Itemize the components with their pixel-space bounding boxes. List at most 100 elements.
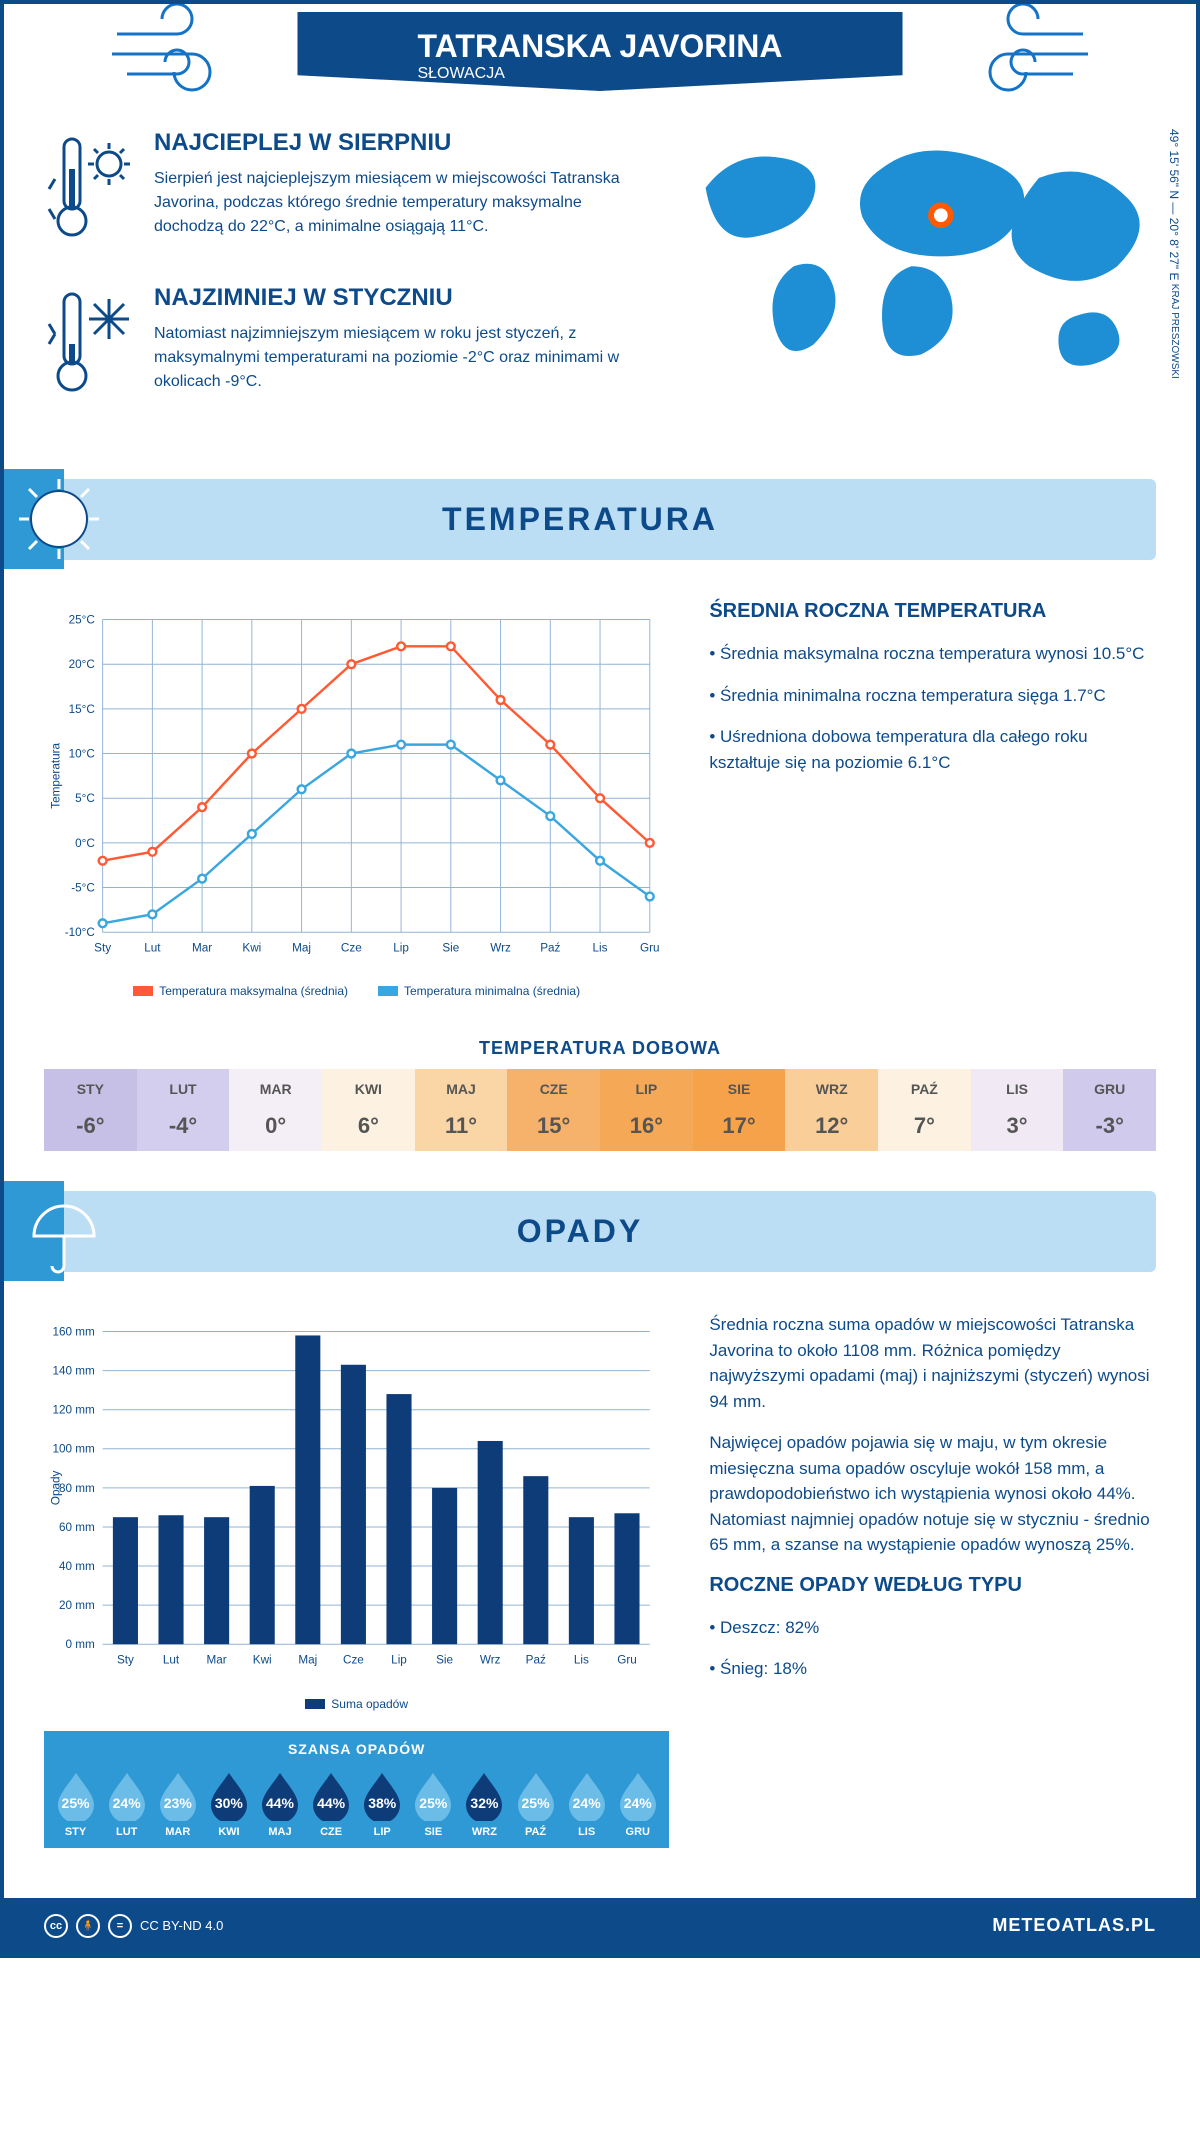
svg-text:20 mm: 20 mm <box>59 1599 95 1612</box>
daily-temp-cell: GRU-3° <box>1063 1069 1156 1151</box>
daily-temp-cell: LUT-4° <box>137 1069 230 1151</box>
world-map-icon <box>686 129 1156 384</box>
coords-region: KRAJ PRESZOWSKI <box>1169 284 1180 379</box>
legend-precip-label: Suma opadów <box>331 1697 408 1711</box>
svg-text:Sty: Sty <box>94 942 111 955</box>
svg-text:Lut: Lut <box>144 942 161 955</box>
umbrella-icon <box>4 1181 104 1281</box>
coordinates: 49° 15' 56" N — 20° 8' 27" E KRAJ PRESZO… <box>1167 129 1181 379</box>
title-box: TATRANSKA JAVORINA SŁOWACJA <box>297 12 902 91</box>
rain-chance-title: SZANSA OPADÓW <box>44 1741 669 1763</box>
header: TATRANSKA JAVORINA SŁOWACJA <box>4 4 1196 99</box>
svg-text:Kwi: Kwi <box>253 1654 272 1667</box>
svg-text:-10°C: -10°C <box>65 926 96 939</box>
svg-text:Mar: Mar <box>192 942 212 955</box>
svg-text:5°C: 5°C <box>75 792 95 805</box>
precip-info-paragraph: Najwięcej opadów pojawia się w maju, w t… <box>709 1430 1156 1558</box>
rain-chance-cell: 24%GRU <box>612 1769 663 1838</box>
precip-type-item: Deszcz: 82% <box>709 1615 1156 1641</box>
svg-text:Paź: Paź <box>540 942 560 955</box>
license-block: cc 🧍 = CC BY-ND 4.0 <box>44 1914 223 1938</box>
daily-temp-cell: MAJ11° <box>415 1069 508 1151</box>
svg-text:60 mm: 60 mm <box>59 1521 95 1534</box>
svg-text:Paź: Paź <box>526 1654 546 1667</box>
temp-info-title: ŚREDNIA ROCZNA TEMPERATURA <box>709 600 1156 623</box>
temp-info-item: Średnia minimalna roczna temperatura się… <box>709 683 1156 709</box>
precip-by-type-title: ROCZNE OPADY WEDŁUG TYPU <box>709 1574 1156 1597</box>
precip-info: Średnia roczna suma opadów w miejscowośc… <box>709 1312 1156 1867</box>
thermometer-cold-icon <box>44 284 134 409</box>
rain-chance-cell: 24%LIS <box>561 1769 612 1838</box>
temperature-chart: -10°C -5°C 0°C 5°C 10°C 15°C 20°C 25°C Sty Lut Mar… <box>44 600 669 998</box>
coords-latlon: 49° 15' 56" N — 20° 8' 27" E <box>1167 129 1181 280</box>
by-icon: 🧍 <box>76 1914 100 1938</box>
svg-text:Lip: Lip <box>391 1654 407 1667</box>
svg-text:Lis: Lis <box>574 1654 589 1667</box>
map-block: 49° 15' 56" N — 20° 8' 27" E KRAJ PRESZO… <box>686 129 1156 439</box>
footer: cc 🧍 = CC BY-ND 4.0 METEOATLAS.PL <box>4 1898 1196 1954</box>
warmest-block: NAJCIEPLEJ W SIERPNIU Sierpień jest najc… <box>44 129 656 254</box>
svg-text:Wrz: Wrz <box>490 942 511 955</box>
svg-text:Sie: Sie <box>436 1654 453 1667</box>
precip-info-paragraph: Średnia roczna suma opadów w miejscowośc… <box>709 1312 1156 1414</box>
svg-text:Sie: Sie <box>442 942 459 955</box>
svg-text:Lut: Lut <box>163 1654 180 1667</box>
svg-text:Kwi: Kwi <box>242 942 261 955</box>
license-text: CC BY-ND 4.0 <box>140 1918 223 1933</box>
coldest-block: NAJZIMNIEJ W STYCZNIU Natomiast najzimni… <box>44 284 656 409</box>
svg-text:0°C: 0°C <box>75 837 95 850</box>
daily-temp-cell: CZE15° <box>507 1069 600 1151</box>
warmest-text: Sierpień jest najcieplejszym miesiącem w… <box>154 167 656 239</box>
svg-text:20°C: 20°C <box>69 658 96 671</box>
precip-type-item: Śnieg: 18% <box>709 1656 1156 1682</box>
rain-chance-cell: 44%MAJ <box>254 1769 305 1838</box>
cc-icon: cc <box>44 1914 68 1938</box>
svg-text:Maj: Maj <box>292 942 311 955</box>
daily-temp-title: TEMPERATURA DOBOWA <box>4 1038 1196 1059</box>
location-title: TATRANSKA JAVORINA <box>417 28 782 65</box>
daily-temp-cell: PAŹ7° <box>878 1069 971 1151</box>
svg-text:Mar: Mar <box>207 1654 227 1667</box>
svg-text:40 mm: 40 mm <box>59 1560 95 1573</box>
temperature-banner: TEMPERATURA <box>4 479 1156 560</box>
svg-text:Sty: Sty <box>117 1654 134 1667</box>
svg-text:-5°C: -5°C <box>71 881 95 894</box>
precip-legend: Suma opadów <box>44 1697 669 1711</box>
temp-info-item: Średnia maksymalna roczna temperatura wy… <box>709 641 1156 667</box>
rain-chance-cell: 38%LIP <box>357 1769 408 1838</box>
daily-temp-cell: SIE17° <box>693 1069 786 1151</box>
rain-chance-panel: SZANSA OPADÓW 25%STY24%LUT23%MAR30%KWI44… <box>44 1731 669 1848</box>
svg-text:Cze: Cze <box>343 1654 364 1667</box>
warmest-title: NAJCIEPLEJ W SIERPNIU <box>154 129 656 157</box>
svg-text:Temperatura: Temperatura <box>50 742 63 808</box>
svg-text:Opady: Opady <box>50 1471 63 1506</box>
precip-chart: 0 mm20 mm40 mm60 mm80 mm100 mm120 mm140 … <box>44 1312 669 1867</box>
svg-text:140 mm: 140 mm <box>52 1365 94 1378</box>
svg-text:Maj: Maj <box>298 1654 317 1667</box>
rain-chance-cell: 25%STY <box>50 1769 101 1838</box>
rain-chance-cell: 44%CZE <box>306 1769 357 1838</box>
svg-text:Lis: Lis <box>593 942 608 955</box>
precip-banner: OPADY <box>4 1191 1156 1272</box>
site-name: METEOATLAS.PL <box>992 1915 1156 1936</box>
svg-text:25°C: 25°C <box>69 613 96 626</box>
daily-temp-cell: KWI6° <box>322 1069 415 1151</box>
daily-temp-cell: LIP16° <box>600 1069 693 1151</box>
precip-section-title: OPADY <box>517 1213 643 1249</box>
rain-chance-cell: 25%SIE <box>408 1769 459 1838</box>
rain-chance-cell: 32%WRZ <box>459 1769 510 1838</box>
svg-text:Wrz: Wrz <box>480 1654 501 1667</box>
wind-icon-left <box>107 4 257 99</box>
daily-temp-table: STY-6°LUT-4°MAR0°KWI6°MAJ11°CZE15°LIP16°… <box>44 1069 1156 1151</box>
rain-chance-cell: 23%MAR <box>152 1769 203 1838</box>
svg-text:10°C: 10°C <box>69 747 96 760</box>
daily-temp-cell: LIS3° <box>971 1069 1064 1151</box>
sun-icon <box>4 469 104 569</box>
temperature-legend: Temperatura maksymalna (średnia) Tempera… <box>44 984 669 998</box>
svg-text:120 mm: 120 mm <box>52 1404 94 1417</box>
temperature-section-title: TEMPERATURA <box>442 501 718 537</box>
daily-temp-cell: STY-6° <box>44 1069 137 1151</box>
svg-text:160 mm: 160 mm <box>52 1326 94 1339</box>
legend-max-label: Temperatura maksymalna (średnia) <box>159 984 348 998</box>
svg-text:15°C: 15°C <box>69 703 96 716</box>
